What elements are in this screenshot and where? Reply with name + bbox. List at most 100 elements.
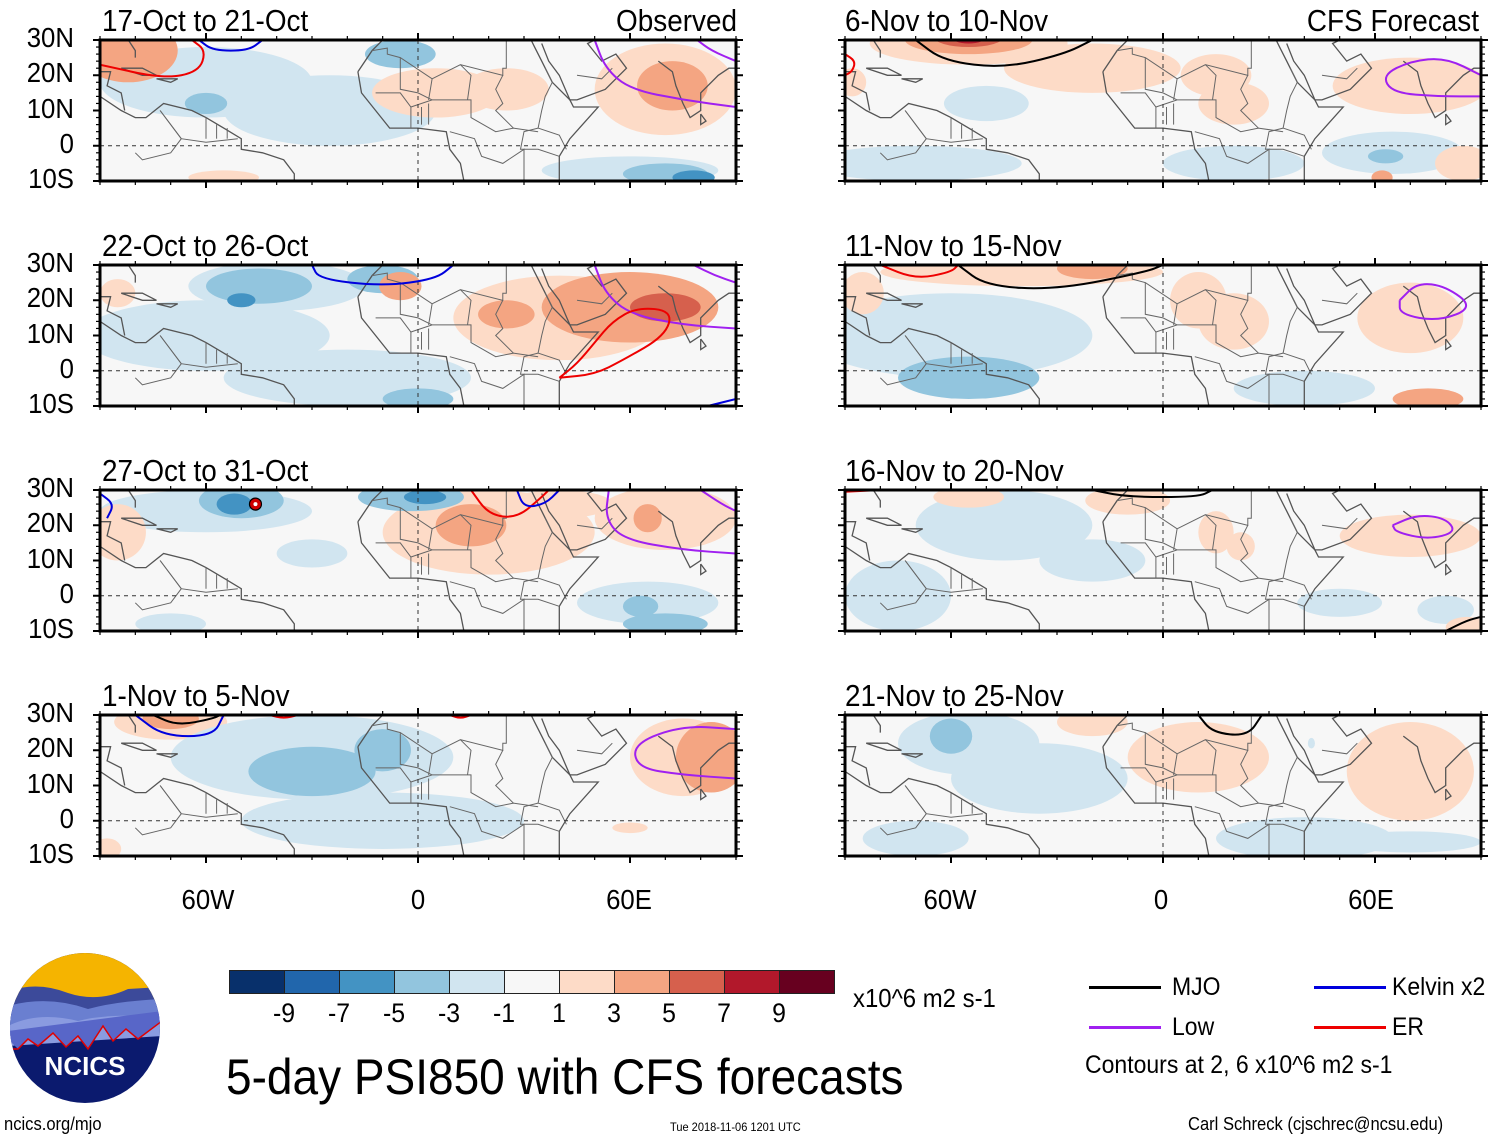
coastline	[700, 788, 707, 801]
country-border	[449, 356, 525, 406]
anomaly-region	[1339, 831, 1481, 853]
wave-contour	[100, 40, 205, 78]
coastline	[845, 320, 1040, 406]
anomaly-region	[898, 356, 1040, 399]
anomaly-region	[935, 40, 1002, 48]
coastline	[872, 40, 881, 58]
country-border	[460, 64, 472, 100]
coastline	[100, 296, 126, 336]
anomaly-region	[951, 743, 1128, 814]
anomaly-region	[248, 746, 376, 797]
country-border	[1194, 356, 1270, 406]
column-tag-forecast: CFS Forecast	[1306, 3, 1479, 38]
anomaly-region	[929, 718, 973, 754]
coastline	[1402, 285, 1481, 344]
colorbar-units: x10^6 m2 s-1	[853, 983, 996, 1013]
y-tick-label: 10N	[26, 317, 74, 349]
country-border	[1321, 517, 1358, 530]
anomaly-region	[862, 820, 969, 856]
country-border	[1120, 317, 1284, 358]
coastline	[541, 490, 628, 551]
country-border	[1173, 303, 1178, 325]
anomaly-region	[478, 300, 535, 329]
figure-title: 5-day PSI850 with CFS forecasts	[226, 1049, 904, 1105]
country-border	[1282, 742, 1312, 825]
country-border	[519, 577, 560, 607]
anomaly-region	[1357, 282, 1464, 354]
colorbar-label: 3	[607, 998, 621, 1028]
country-border	[159, 785, 238, 818]
country-border	[372, 265, 507, 305]
colorbar-label: 9	[772, 998, 786, 1028]
anomaly-region	[100, 300, 330, 371]
panel-title: 1-Nov to 5-Nov	[102, 678, 290, 713]
anomaly-region	[637, 61, 708, 111]
map-panel	[838, 483, 1488, 638]
country-border	[1144, 732, 1178, 776]
country-border	[1239, 525, 1259, 579]
map-panel	[93, 33, 743, 188]
country-border	[399, 57, 433, 101]
coastline	[156, 78, 178, 83]
country-border	[1120, 92, 1284, 133]
y-tick-label: 20N	[26, 507, 74, 539]
legend-label-low: Low	[1172, 1013, 1215, 1041]
country-border	[1120, 767, 1284, 808]
wave-contour	[470, 490, 550, 518]
wave-contour	[915, 40, 1093, 67]
coastline	[700, 113, 707, 126]
footer-author: Carl Schreck (cjschrec@ncsu.edu)	[1188, 1114, 1444, 1134]
x-tick-label: 0	[410, 884, 426, 915]
anomaly-region	[206, 268, 312, 304]
country-border	[1144, 57, 1178, 101]
coastline	[1102, 40, 1345, 181]
legend-line-kelvin	[1314, 986, 1386, 989]
anomaly-region	[845, 272, 884, 315]
wave-contour	[134, 715, 225, 738]
wave-contour	[593, 265, 736, 330]
anomaly-region	[1004, 43, 1181, 93]
anomaly-region	[100, 838, 122, 856]
coastline	[1286, 490, 1373, 551]
country-border	[494, 525, 514, 579]
anomaly-region	[622, 613, 708, 631]
coastline	[541, 265, 628, 326]
country-border	[449, 806, 525, 856]
footer-url[interactable]: ncics.org/mjo	[4, 1114, 102, 1134]
coastline	[100, 95, 295, 181]
coastline	[845, 95, 1040, 181]
legend-line-er	[1314, 1026, 1386, 1029]
country-border	[1282, 517, 1312, 600]
country-border	[494, 750, 514, 804]
coastline	[865, 67, 902, 76]
column-tag-observed: Observed	[616, 3, 737, 38]
anomaly-region	[1346, 722, 1474, 821]
wave-contour	[879, 265, 959, 278]
coastline	[156, 303, 178, 308]
colorbar-label: -7	[327, 998, 351, 1028]
coastline	[120, 292, 157, 301]
colorbar-label: -5	[382, 998, 406, 1028]
country-border	[904, 560, 983, 593]
colorbar-swatch	[559, 970, 615, 994]
coastline	[120, 742, 157, 751]
anomaly-region	[365, 40, 436, 69]
coastline	[1102, 490, 1345, 631]
anomaly-region	[1307, 737, 1315, 749]
anomaly-region	[188, 170, 259, 181]
map-panel	[93, 258, 743, 413]
country-border	[449, 581, 525, 631]
country-border	[1282, 67, 1312, 150]
colorbar-swatch	[779, 970, 835, 994]
country-border	[576, 742, 613, 755]
country-border	[904, 785, 983, 818]
country-border	[1173, 78, 1178, 100]
colorbar-label: -3	[437, 998, 461, 1028]
footer-timestamp: Tue 2018-11-06 1201 UTC	[670, 1120, 801, 1134]
y-tick-label: 10S	[28, 388, 74, 419]
country-border	[375, 542, 539, 583]
coastline	[901, 78, 923, 83]
y-tick-label: 20N	[26, 282, 74, 314]
anomaly-region	[382, 388, 454, 406]
coastline	[100, 521, 126, 561]
